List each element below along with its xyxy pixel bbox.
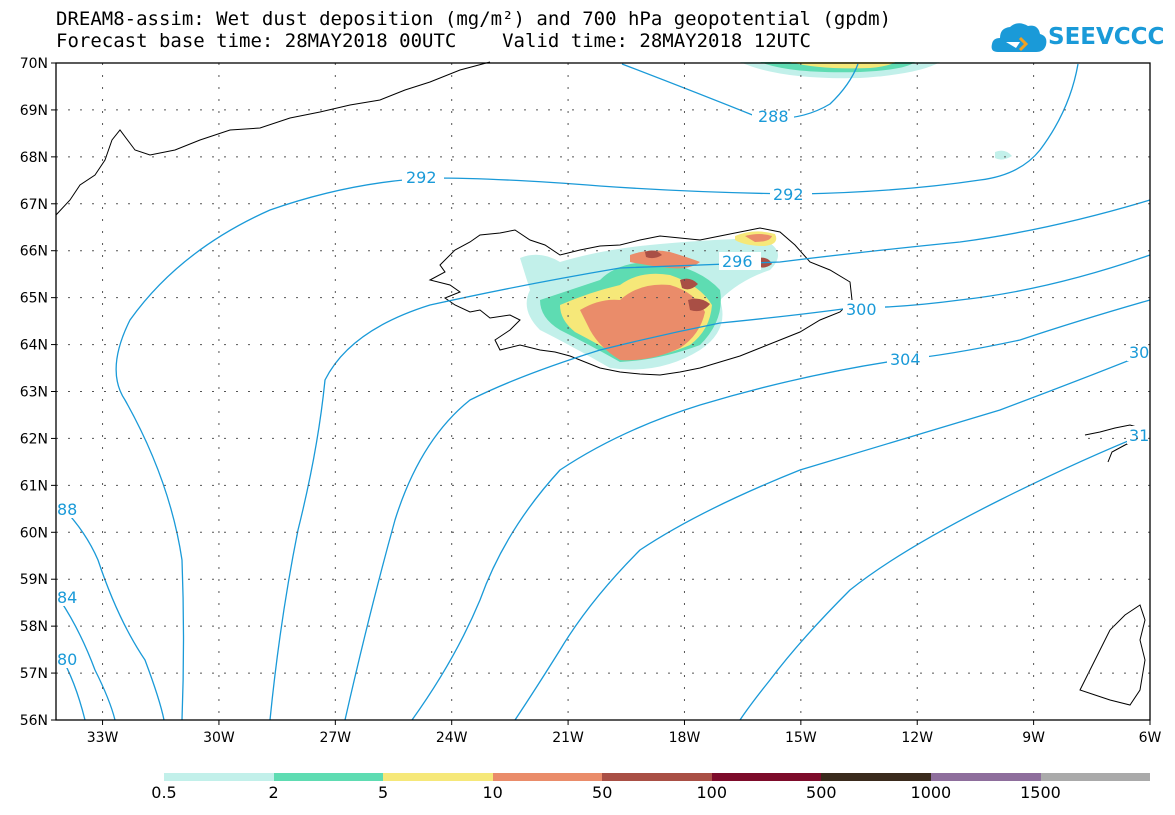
color-legend	[164, 773, 1151, 781]
legend-swatch	[164, 773, 274, 781]
contour-label-304: 304	[890, 350, 921, 369]
legend-swatch	[1040, 773, 1151, 781]
lat-label: 69N	[20, 103, 48, 119]
lon-label: 15W	[785, 730, 817, 746]
geopotential-contours	[59, 63, 1151, 721]
lat-label: 66N	[20, 244, 48, 260]
legend-label: 10	[482, 783, 503, 802]
legend-swatch	[711, 773, 822, 781]
legend-label: 50	[592, 783, 613, 802]
contour-label-280: 80	[57, 650, 77, 669]
lat-label: 56N	[20, 713, 48, 729]
lon-label: 33W	[87, 730, 119, 746]
coastlines	[55, 61, 1146, 706]
lon-label: 9W	[1022, 730, 1045, 746]
seevccc-logo: SEEVCCC	[990, 18, 1164, 58]
legend-swatch	[930, 773, 1041, 781]
legend-swatch	[383, 773, 493, 781]
lon-label: 27W	[319, 730, 351, 746]
legend-swatch	[492, 773, 603, 781]
legend-swatch	[821, 773, 931, 781]
legend-label: 2	[268, 783, 279, 802]
legend-label: 0.5	[151, 783, 177, 802]
lat-label: 58N	[20, 619, 48, 635]
lon-label: 30W	[203, 730, 235, 746]
contour-label-288: 288	[758, 107, 789, 126]
legend-label: 5	[378, 783, 389, 802]
legend-label: 100	[696, 783, 728, 802]
legend-label: 1000	[910, 783, 952, 802]
cloud-icon	[991, 23, 1047, 52]
dust-deposition-field	[520, 62, 1012, 370]
legend-label: 1500	[1020, 783, 1061, 802]
lon-label: 24W	[436, 730, 468, 746]
lat-label: 68N	[20, 150, 48, 166]
contour-label-300: 300	[846, 300, 877, 319]
lat-label: 70N	[20, 56, 48, 72]
contour-label-288-west: 88	[57, 500, 77, 519]
legend-labels: 0.5 2 5 10 50 100 500 1000 1500	[0, 783, 1175, 803]
legend-label: 500	[806, 783, 837, 802]
contour-label-30x: 30	[1129, 343, 1149, 362]
contour-label-296: 296	[722, 252, 753, 271]
contour-label-292-west: 292	[406, 168, 437, 187]
lon-label: 21W	[552, 730, 584, 746]
lat-label: 67N	[20, 197, 48, 213]
map-title: DREAM8-assim: Wet dust deposition (mg/m²…	[56, 8, 892, 30]
lon-label: 18W	[669, 730, 701, 746]
lat-label: 61N	[20, 478, 48, 494]
logo-text: SEEVCCC	[1048, 24, 1165, 50]
contour-label-31x: 31	[1129, 426, 1149, 445]
lat-label: 59N	[20, 572, 48, 588]
lat-label: 63N	[20, 385, 48, 401]
lon-label: 6W	[1139, 730, 1162, 746]
lat-label: 64N	[20, 338, 48, 354]
lat-label: 57N	[20, 666, 48, 682]
map-frame	[55, 62, 1151, 721]
contour-label-284: 84	[57, 588, 77, 607]
legend-swatch	[602, 773, 712, 781]
lat-label: 65N	[20, 291, 48, 307]
map-subtitle: Forecast base time: 28MAY2018 00UTC Vali…	[56, 30, 811, 52]
legend-swatch	[273, 773, 384, 781]
axis-ticks: 70N 69N 68N 67N 66N 65N 64N 63N 62N 61N 60N 59N 58N 5…	[20, 56, 1162, 746]
lat-label: 60N	[20, 525, 48, 541]
lat-label: 62N	[20, 431, 48, 447]
lon-label: 12W	[901, 730, 933, 746]
graticule	[56, 63, 1150, 720]
contour-label-292-east: 292	[773, 185, 804, 204]
contour-labels: 288 292 292 296 300 304 30 31 88 84 80	[56, 107, 1151, 669]
